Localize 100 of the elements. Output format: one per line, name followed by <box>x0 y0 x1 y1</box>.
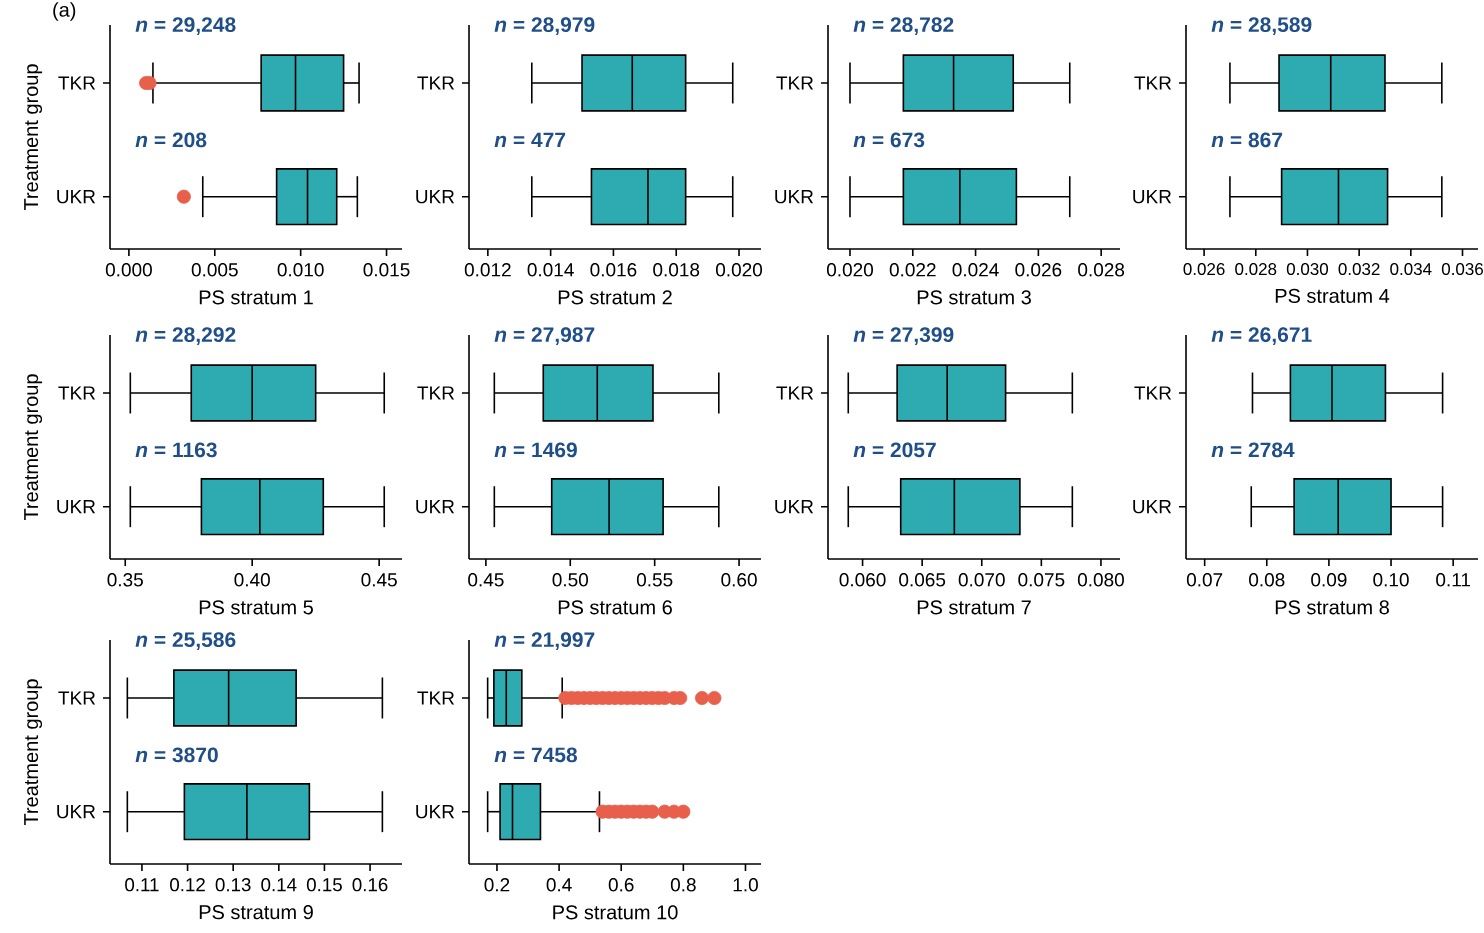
y-axis-title: Treatment group <box>24 374 43 521</box>
annotation: n = 867 <box>1211 132 1283 148</box>
annotation: n = 28,782 <box>853 17 954 36</box>
x-tick-label: 0.010 <box>277 263 324 277</box>
y-tick-label: UKR <box>57 500 96 514</box>
x-tick-label: 0.075 <box>1018 573 1065 587</box>
y-tick-label: TKR <box>1134 76 1172 90</box>
x-tick-label: 0.35 <box>107 573 143 587</box>
x-axis-title: PS stratum 3 <box>917 290 1031 305</box>
annotation: n = 208 <box>135 132 207 148</box>
y-tick-label: UKR <box>775 500 814 514</box>
x-tick-label: 0.45 <box>361 573 397 587</box>
y-tick-label: TKR <box>1134 386 1172 400</box>
y-tick-label: TKR <box>776 76 814 90</box>
x-tick-label: 0.018 <box>653 263 700 277</box>
annotation: n = 1163 <box>135 442 217 458</box>
annotation: n = 28,292 <box>135 327 236 346</box>
y-tick-label: TKR <box>417 76 455 90</box>
x-tick-label: 0.6 <box>608 878 634 892</box>
annotation: n = 3870 <box>135 747 218 763</box>
annotation: n = 29,248 <box>135 17 236 36</box>
y-axis-title: Treatment group <box>24 679 43 826</box>
annotation: n = 26,671 <box>1211 327 1312 346</box>
x-tick-label: 0.10 <box>1373 573 1409 587</box>
x-tick-label: 0.13 <box>215 878 251 892</box>
x-tick-label: 0.08 <box>1249 573 1285 587</box>
x-tick-label: 0.030 <box>1286 263 1329 276</box>
x-tick-label: 0.50 <box>552 573 589 587</box>
x-tick-label: 0.012 <box>464 263 511 277</box>
x-tick-label: 0.005 <box>191 263 238 277</box>
x-tick-label: 0.026 <box>1183 263 1225 276</box>
x-tick-label: 0.8 <box>670 878 696 892</box>
x-tick-label: 0.015 <box>363 263 410 277</box>
chart-title: (a) <box>53 2 76 21</box>
x-axis-title: PS stratum 7 <box>917 600 1031 615</box>
y-tick-label: TKR <box>58 691 96 705</box>
y-tick-label: UKR <box>416 190 455 204</box>
annotation: n = 2057 <box>853 442 936 458</box>
y-tick-label: TKR <box>417 386 455 400</box>
x-tick-label: 0.020 <box>716 263 763 277</box>
x-tick-label: 0.032 <box>1338 263 1380 276</box>
y-tick-label: UKR <box>416 805 455 819</box>
annotation: n = 27,987 <box>494 327 595 346</box>
y-tick-label: UKR <box>1133 190 1172 204</box>
annotation: n = 7458 <box>494 747 578 763</box>
x-tick-label: 0.028 <box>1078 263 1125 277</box>
x-tick-label: 0.16 <box>352 878 388 892</box>
x-tick-label: 0.022 <box>889 263 936 277</box>
x-tick-label: 0.15 <box>306 878 342 892</box>
x-tick-label: 0.065 <box>899 573 946 587</box>
annotation: n = 673 <box>853 132 925 148</box>
x-tick-label: 0.000 <box>105 263 152 277</box>
y-tick-label: UKR <box>57 805 96 819</box>
x-tick-label: 1.0 <box>733 878 758 892</box>
x-tick-label: 0.080 <box>1077 573 1124 587</box>
x-tick-label: 0.4 <box>546 878 572 892</box>
x-axis-title: PS stratum 10 <box>553 905 678 920</box>
x-tick-label: 0.2 <box>484 878 510 892</box>
x-axis-title: PS stratum 6 <box>558 600 672 615</box>
x-tick-label: 0.014 <box>527 263 574 277</box>
annotation: n = 25,586 <box>135 632 236 651</box>
x-tick-label: 0.11 <box>125 878 159 892</box>
y-tick-label: UKR <box>57 190 96 204</box>
annotation: n = 21,997 <box>494 632 595 651</box>
x-tick-label: 0.45 <box>468 573 504 587</box>
x-tick-label: 0.40 <box>234 573 270 587</box>
annotation: n = 1469 <box>494 442 577 458</box>
x-tick-label: 0.020 <box>826 263 873 277</box>
x-tick-label: 0.028 <box>1235 263 1277 276</box>
x-axis-title: PS stratum 1 <box>199 290 313 305</box>
x-tick-label: 0.11 <box>1436 573 1471 587</box>
x-axis-title: PS stratum 2 <box>558 290 672 305</box>
x-tick-label: 0.07 <box>1186 573 1223 587</box>
x-axis-title: PS stratum 9 <box>199 905 313 920</box>
y-tick-label: TKR <box>58 76 96 90</box>
x-tick-label: 0.026 <box>1015 263 1062 277</box>
x-tick-label: 0.070 <box>958 573 1005 587</box>
x-axis-title: PS stratum 4 <box>1275 288 1390 303</box>
x-tick-label: 0.016 <box>590 263 637 277</box>
x-tick-label: 0.12 <box>170 878 205 892</box>
x-tick-label: 0.060 <box>839 573 886 587</box>
y-tick-label: TKR <box>417 691 455 705</box>
annotation: n = 27,399 <box>853 327 954 346</box>
y-tick-label: TKR <box>58 386 96 400</box>
y-tick-label: UKR <box>416 500 455 514</box>
x-tick-label: 0.14 <box>261 878 297 892</box>
x-tick-label: 0.09 <box>1311 573 1347 587</box>
x-tick-label: 0.60 <box>721 573 757 587</box>
x-tick-label: 0.024 <box>952 263 999 277</box>
x-tick-label: 0.034 <box>1390 263 1432 276</box>
x-axis-title: PS stratum 8 <box>1275 600 1389 615</box>
y-tick-label: TKR <box>776 386 814 400</box>
annotation: n = 2784 <box>1211 442 1295 458</box>
y-axis-title: Treatment group <box>24 64 43 211</box>
annotation: n = 28,589 <box>1211 17 1312 36</box>
annotation: n = 477 <box>494 132 566 148</box>
annotation: n = 28,979 <box>494 17 595 36</box>
y-tick-label: UKR <box>775 190 814 204</box>
x-axis-title: PS stratum 5 <box>199 600 313 615</box>
x-tick-label: 0.55 <box>636 573 673 587</box>
